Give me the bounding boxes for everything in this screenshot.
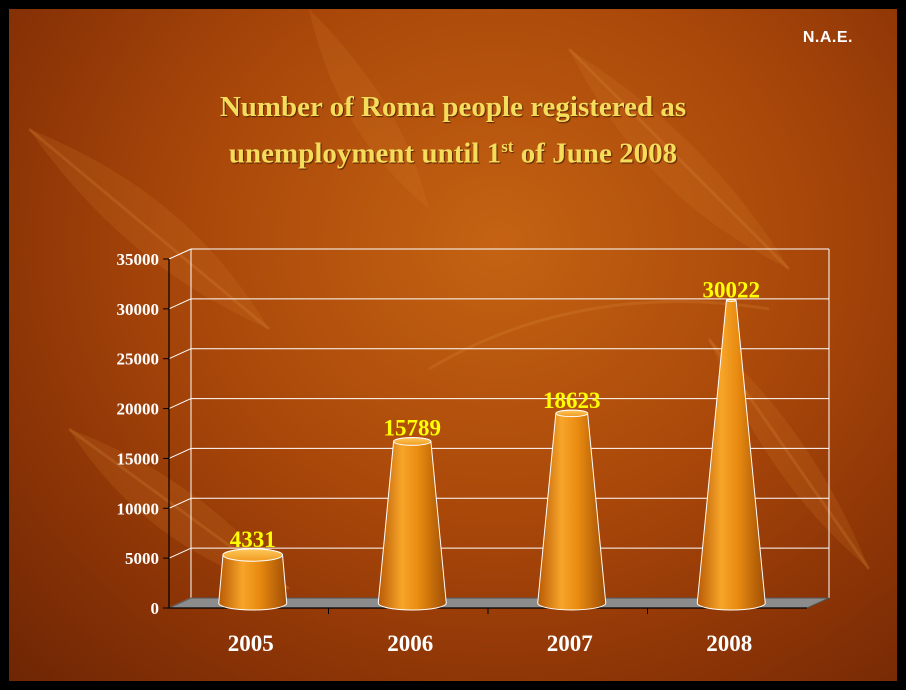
title-line-2: unemployment until 1st of June 2008 <box>9 127 897 174</box>
x-tick-label: 2007 <box>547 631 593 656</box>
side-gridline <box>168 348 192 360</box>
cone-bar <box>537 409 607 611</box>
slide-background: N.A.E. Number of Roma people registered … <box>9 9 897 681</box>
chart-title: Number of Roma people registered as unem… <box>9 87 897 174</box>
author-badge: N.A.E. <box>802 29 853 46</box>
y-tick-label: 10000 <box>117 499 160 518</box>
title-line-2-post: of June 2008 <box>513 137 678 170</box>
y-tick-label: 5000 <box>125 549 159 568</box>
y-tick-label: 0 <box>151 599 160 618</box>
data-label: 18623 <box>543 388 601 413</box>
side-gridline <box>168 398 192 410</box>
cone-bar <box>377 437 447 611</box>
cone-top <box>725 298 737 302</box>
data-label: 15789 <box>384 416 442 441</box>
y-tick-label: 35000 <box>117 250 160 269</box>
data-label: 30022 <box>703 277 761 302</box>
x-tick-label: 2005 <box>228 631 274 656</box>
cone-bar <box>696 298 766 611</box>
data-label: 4331 <box>230 527 276 552</box>
cone-top <box>393 437 432 446</box>
side-gridline <box>168 547 192 559</box>
cone-top <box>222 548 284 562</box>
side-gridline <box>168 497 192 509</box>
side-gridline <box>168 447 192 459</box>
side-gridline <box>168 248 192 260</box>
y-tick-label: 30000 <box>117 300 160 319</box>
side-gridline <box>168 298 192 310</box>
y-tick-label: 20000 <box>117 400 160 419</box>
y-tick-label: 25000 <box>117 350 160 369</box>
title-line-1: Number of Roma people registered as <box>219 91 687 123</box>
y-tick-label: 15000 <box>117 449 160 468</box>
x-tick-label: 2008 <box>706 631 752 656</box>
title-line-2-pre: unemployment until 1 <box>228 137 502 170</box>
title-line-2-sup: st <box>501 137 514 156</box>
x-tick-label: 2006 <box>387 631 433 656</box>
bar-chart: 0 5000 10000 15000 20000 25000 30000 35000 4331 2… <box>117 248 830 656</box>
cone-top <box>555 409 589 418</box>
leaf-decoration <box>28 9 871 591</box>
